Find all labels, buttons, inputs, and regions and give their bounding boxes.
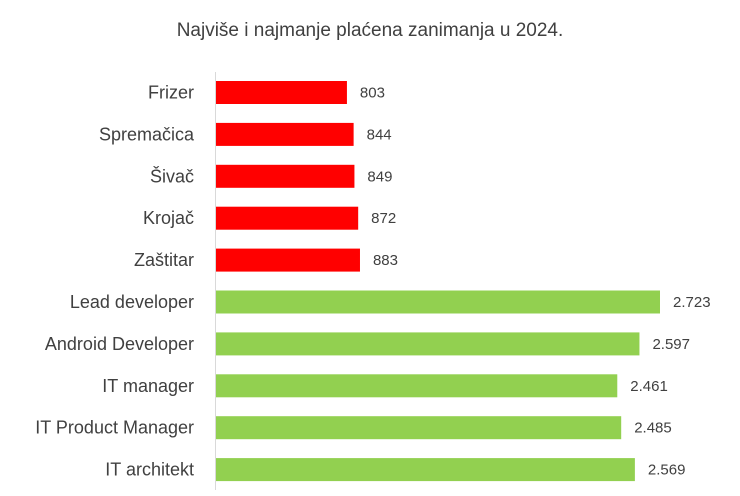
category-label: Frizer	[148, 83, 194, 103]
data-label: 849	[367, 168, 392, 185]
bar	[216, 206, 359, 230]
bar	[216, 290, 660, 314]
data-label: 2.485	[634, 420, 672, 437]
category-label: IT Product Manager	[35, 418, 194, 438]
data-label: 803	[360, 85, 385, 102]
category-label: IT manager	[102, 376, 194, 396]
bar	[216, 81, 347, 104]
chart-title: Najviše i najmanje plaćena zanimanja u 2…	[176, 20, 564, 41]
category-label: Zaštitar	[134, 250, 194, 270]
bar	[216, 332, 640, 356]
category-label: Lead developer	[70, 292, 194, 312]
category-label: Spremačica	[99, 124, 195, 144]
bar	[216, 458, 635, 482]
data-label: 2.723	[673, 294, 711, 311]
bar	[216, 122, 354, 146]
data-label: 2.569	[648, 462, 686, 479]
category-label: Android Developer	[45, 334, 194, 354]
category-label: Šivač	[150, 165, 194, 186]
category-label: Krojač	[143, 208, 194, 228]
bar	[216, 164, 355, 188]
data-label: 2.597	[652, 336, 690, 353]
data-label: 872	[371, 210, 396, 227]
data-label: 883	[373, 252, 398, 269]
data-label: 844	[367, 126, 392, 143]
bar	[216, 248, 360, 272]
bar	[216, 374, 618, 398]
bar	[216, 416, 622, 440]
data-label: 2.461	[630, 378, 668, 395]
category-label: IT architekt	[105, 460, 194, 480]
